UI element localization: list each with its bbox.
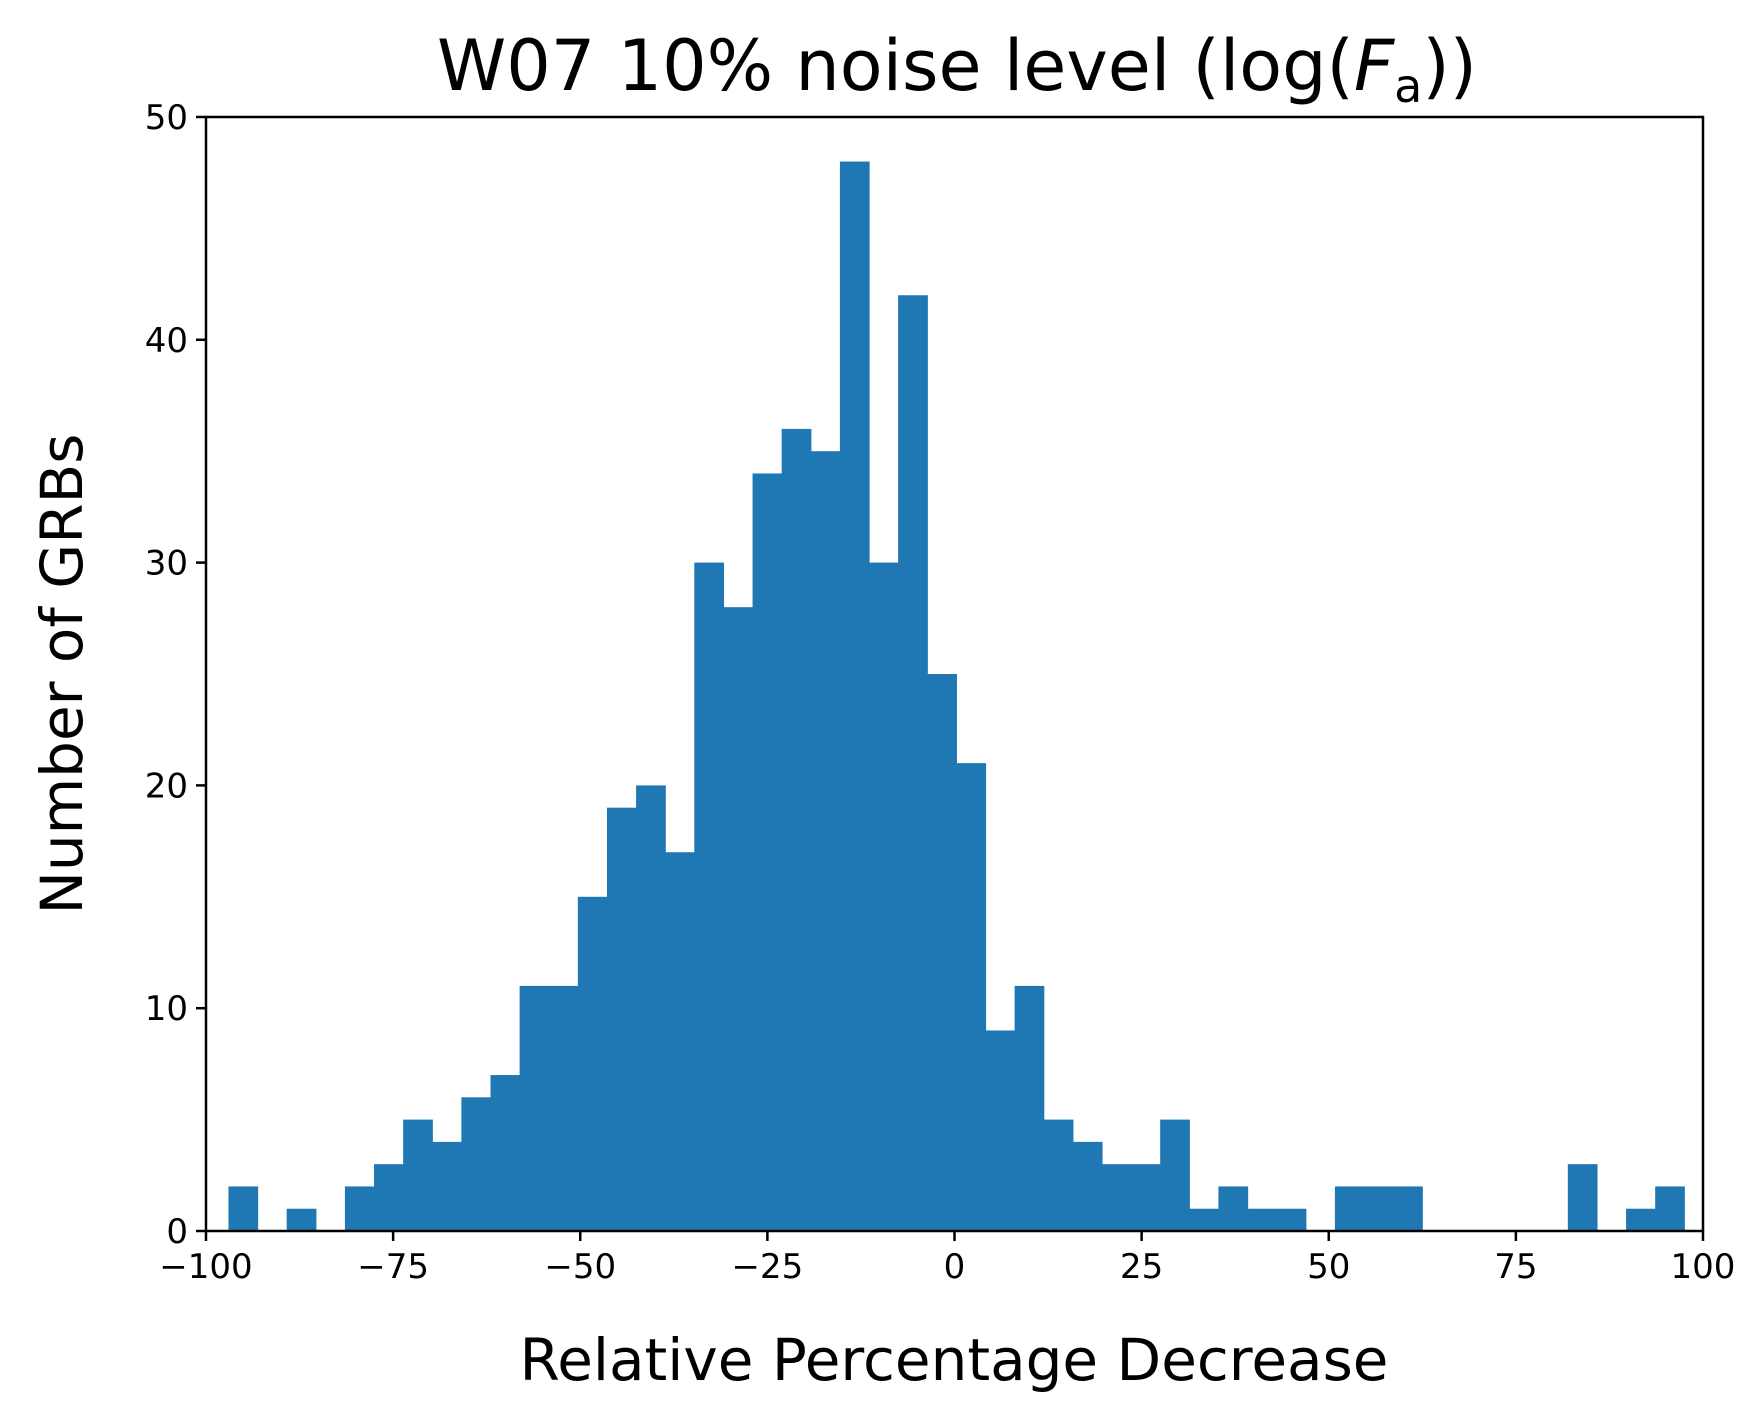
y-tick-label: 10 [145,989,188,1029]
histogram-bar [636,785,666,1231]
x-tick-label: −100 [159,1247,252,1287]
x-tick-label: 75 [1494,1247,1537,1287]
histogram-bar [1393,1186,1423,1231]
histogram-bar [606,807,637,1231]
y-axis-label: Number of GRBs [28,433,96,914]
y-tick-label: 50 [145,98,188,138]
x-tick-label: −50 [544,1247,616,1287]
y-tick-label: 0 [166,1212,188,1252]
x-axis-ticks: −100 −75 −50 −25 0 25 50 75 100 [159,1231,1735,1287]
histogram-bar [810,451,841,1231]
x-tick-label: 0 [944,1247,966,1287]
histogram-bar [927,674,957,1231]
histogram-bar [1247,1208,1278,1231]
histogram-bar [869,562,899,1231]
histogram-bar [1043,1119,1074,1231]
histogram-bar [286,1208,317,1231]
histogram-bar [839,161,870,1231]
chart-title-subscript: a [1394,59,1422,113]
histogram-bar [548,985,579,1231]
x-tick-label: 100 [1671,1247,1736,1287]
chart-title-main: W07 10% noise level (log( [437,25,1354,107]
y-tick-label: 40 [145,321,188,361]
x-axis-label: Relative Percentage Decrease [520,1326,1389,1394]
histogram-bar [956,763,987,1231]
histogram-bar [1655,1186,1685,1231]
histogram-bar [723,607,754,1231]
histogram-bar [1567,1164,1598,1231]
histogram-bar [665,852,695,1231]
histogram-bar [1101,1164,1132,1231]
histogram-bar [374,1164,404,1231]
chart-title-end: )) [1422,25,1477,107]
histogram-bar [1131,1164,1161,1231]
histogram-bar [1160,1119,1190,1231]
histogram-bars [228,161,1685,1232]
histogram-bar [577,896,608,1231]
y-tick-label: 30 [145,544,188,584]
histogram-bar [985,1030,1016,1231]
histogram-bar [1364,1186,1394,1231]
histogram-bar [1334,1186,1365,1231]
histogram-bar [1072,1141,1103,1231]
y-axis-ticks: 0 10 20 30 40 50 [145,98,206,1252]
histogram-bar [781,428,812,1231]
histogram-bar [898,295,928,1231]
histogram-bar [490,1075,521,1231]
histogram-bar [1276,1208,1307,1231]
chart-title-variable: F [1354,25,1396,107]
histogram-bar [228,1186,259,1231]
x-tick-label: 50 [1307,1247,1350,1287]
x-tick-label: −75 [357,1247,429,1287]
histogram-bar [1626,1208,1656,1231]
histogram-bar [432,1141,462,1231]
y-tick-label: 20 [145,766,188,806]
histogram-bar [752,473,783,1232]
histogram-bar [1189,1208,1220,1231]
x-tick-label: −25 [731,1247,803,1287]
chart-title: W07 10% noise level (log(Fa)) [437,25,1477,113]
x-tick-label: 25 [1120,1247,1163,1287]
histogram-bar [1014,985,1045,1231]
histogram-bar [519,985,550,1231]
histogram-bar [461,1097,492,1231]
histogram-bar [344,1186,375,1231]
histogram-bar [1218,1186,1249,1231]
histogram-bar [403,1119,433,1231]
histogram-bar [694,562,725,1231]
